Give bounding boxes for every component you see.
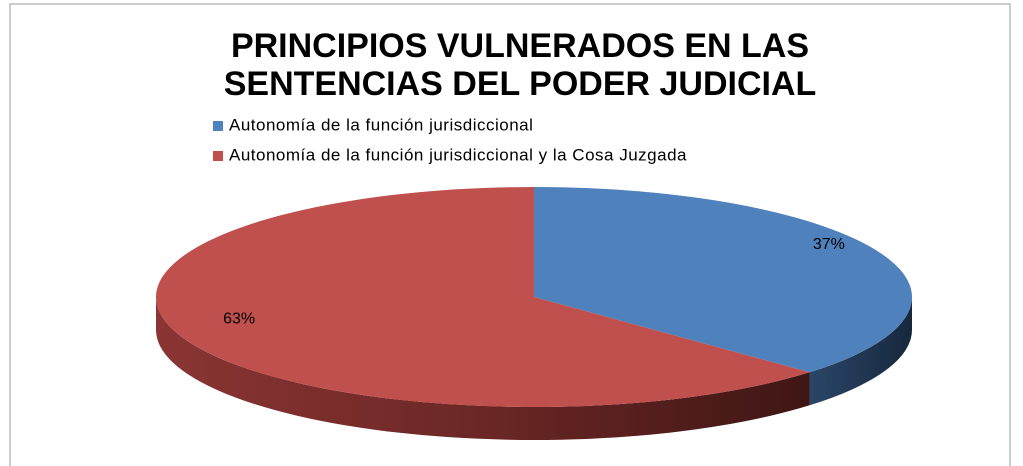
data-label: 63%: [223, 310, 255, 327]
pie-slice: [534, 187, 912, 373]
pie-side: [809, 297, 912, 406]
legend-swatch: [213, 151, 223, 161]
data-label: 37%: [813, 236, 845, 253]
chart-title: PRINCIPIOS VULNERADOS EN LAS: [231, 27, 809, 65]
chart-title: SENTENCIAS DEL PODER JUDICIAL: [224, 65, 817, 103]
legend-label: Autonomía de la función jurisdiccional y…: [229, 145, 687, 164]
legend-label: Autonomía de la función jurisdiccional: [229, 115, 533, 134]
pie-slice: [156, 187, 810, 407]
legend-swatch: [213, 121, 223, 131]
pie-side: [155, 297, 810, 440]
